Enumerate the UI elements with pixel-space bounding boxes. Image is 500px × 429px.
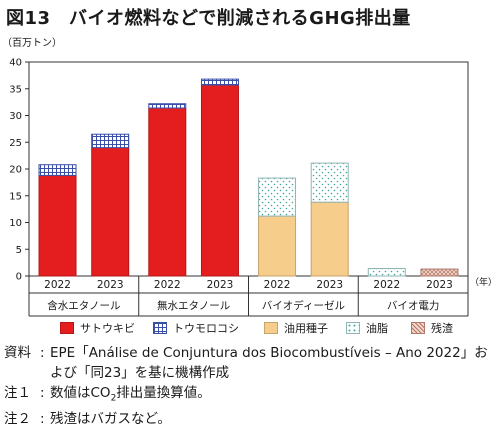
y-tick-label: 40 [9,58,22,69]
bar-oilseed [310,201,349,277]
bar-sugarcane [38,174,77,277]
y-tick-label: 15 [9,191,22,202]
x-tick-label: 2023 [426,279,453,291]
group-label: バイオディーゼル [262,299,345,312]
legend-label-sugarcane: サトウキビ [80,322,135,335]
legend-label-residue: 残渣 [431,322,453,335]
y-tick-label: 5 [16,245,22,256]
legend-swatch-sugarcane [60,322,74,334]
note-1-label: 注１ [4,385,31,401]
bar-corn [200,78,239,86]
bar-oilseed [258,215,297,277]
y-axis-label: （百万トン） [2,37,62,49]
x-tick-label: 2023 [316,279,343,291]
bar-residue [420,268,459,277]
legend-label-corn: トウモロコシ [173,322,239,335]
bar-fat [367,268,406,277]
bar-fat [310,162,349,203]
x-tick-label: 2022 [373,279,400,291]
bar-sugarcane [148,107,187,277]
bar-fat [258,177,297,217]
y-tick-label: 25 [9,138,22,149]
note-2-text: 残渣はバガスなど。 [50,410,171,427]
x-axis-unit: （年） [470,276,497,288]
legend-label-fat: 油脂 [366,322,388,335]
x-tick-label: 2023 [97,279,124,291]
legend-swatch-corn [153,322,167,334]
note-1-text: 数値はCO2排出量換算値。 [50,385,211,404]
x-tick-label: 2022 [154,279,181,291]
note-source: 資料 : EPE「Análise de Conjuntura dos Bioco… [4,343,498,383]
legend-swatch-residue [411,322,425,334]
y-tick-label: 35 [9,84,22,95]
source-notes: 資料 : EPE「Análise de Conjuntura dos Bioco… [4,343,498,429]
legend-swatch-fat [346,322,360,334]
note-source-label: 資料 [4,345,31,361]
note-source-text: EPE「Análise de Conjuntura dos Biocombust… [50,345,488,381]
group-label: バイオ電力 [387,299,440,312]
bar-sugarcane [200,84,239,277]
legend-item-oilseed: 油用種子 [264,320,328,336]
bar-corn [91,133,130,149]
y-tick-label: 20 [9,165,22,176]
bar-sugarcane [91,147,130,277]
legend-label-oilseed: 油用種子 [284,322,328,335]
legend-item-residue: 残渣 [411,320,453,336]
legend-item-fat: 油脂 [346,320,388,336]
y-tick-label: 0 [16,272,22,283]
legend-swatch-oilseed [264,322,278,334]
legend-item-sugarcane: サトウキビ [60,320,135,336]
bar-corn [38,164,77,176]
bar-corn [148,103,187,109]
page-title: 図13 バイオ燃料などで削減されるGHG排出量 [6,8,411,29]
note-2: 注２ : 残渣はバガスなど。 [4,409,498,429]
y-tick-label: 30 [9,111,22,122]
x-tick-label: 2022 [264,279,291,291]
group-label: 含水エタノール [47,299,120,312]
group-label: 無水エタノール [157,299,230,312]
y-tick-label: 10 [9,218,22,229]
legend-item-corn: トウモロコシ [153,320,239,336]
stacked-bar-chart: （百万トン） （年） 0 5 10 15 20 25 30 35 40 含水エタノール 2022 20… [2,37,497,317]
x-tick-label: 2023 [207,279,234,291]
note-2-label: 注２ [4,410,31,427]
note-1: 注１ : 数値はCO2排出量換算値。 [4,383,498,409]
x-tick-label: 2022 [44,279,71,291]
